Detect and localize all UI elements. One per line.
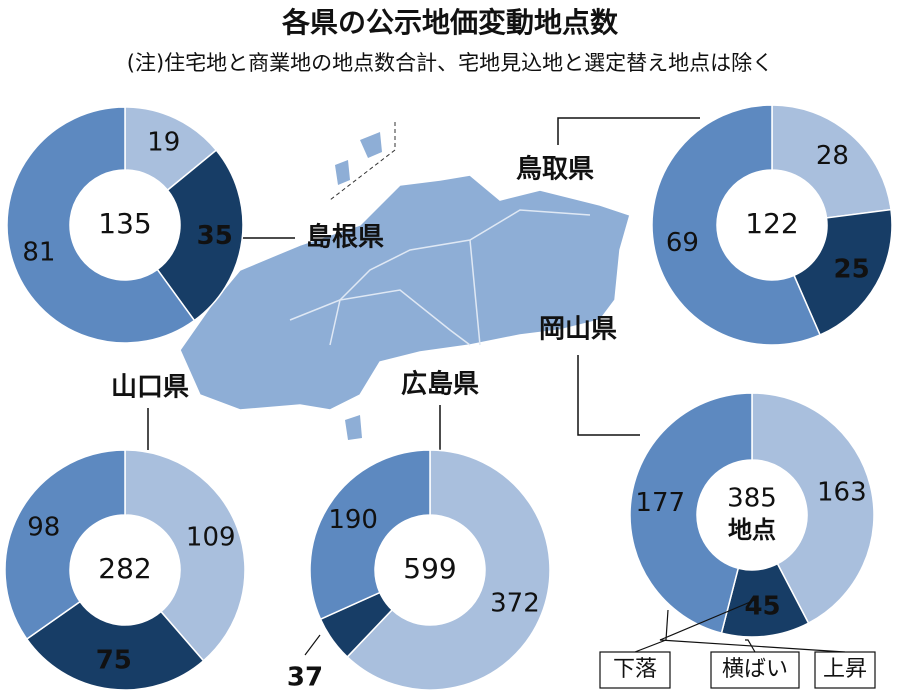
border (469, 239, 481, 346)
donut-hole (717, 170, 827, 280)
value-label: 81 (22, 237, 55, 267)
island (335, 160, 350, 185)
donut-slice (124, 449, 246, 662)
value-label: 109 (186, 523, 236, 553)
map (179, 122, 631, 440)
legend-leader (634, 609, 669, 653)
value-label: 190 (328, 505, 378, 535)
total-label: 122 (745, 207, 798, 240)
prefecture-name: 岡山県 (539, 315, 617, 345)
prefecture-name: 鳥取県 (516, 155, 594, 185)
donut-hole (697, 460, 807, 570)
total-label: 282 (98, 552, 151, 585)
total-label: 599 (403, 552, 456, 585)
title: 各県の公示地価変動地点数 (281, 6, 619, 39)
donut-hole (70, 170, 180, 280)
total-label: 385 (727, 484, 777, 514)
boundary-dash (329, 122, 396, 201)
map-region (179, 174, 631, 411)
value-label: 163 (817, 477, 867, 507)
island (345, 415, 362, 440)
prefecture-name: 島根県 (306, 223, 384, 253)
leader-line (304, 634, 321, 656)
donut-hole (70, 515, 180, 625)
legend-leader (659, 599, 846, 653)
legend-box (710, 651, 800, 689)
value-label: 45 (744, 591, 780, 621)
total-label: 135 (98, 207, 151, 240)
value-label: 177 (635, 488, 685, 518)
legend-box (599, 651, 671, 689)
value-label: 37 (287, 663, 323, 693)
value-label: 98 (27, 512, 60, 542)
legend-label: 下落 (613, 657, 657, 682)
border (329, 289, 471, 346)
legend-label: 上昇 (823, 657, 867, 682)
total-unit: 地点 (728, 516, 776, 544)
value-label: 372 (490, 588, 540, 618)
value-label: 19 (147, 128, 180, 158)
legend-box (814, 651, 876, 689)
donut-hole (375, 515, 485, 625)
island (360, 132, 382, 158)
prefecture-name: 山口県 (111, 373, 189, 403)
value-label: 75 (96, 645, 132, 675)
leader-line (577, 355, 640, 436)
leaders (147, 117, 700, 656)
value-label: 69 (666, 228, 699, 258)
value-label: 28 (816, 141, 849, 171)
value-label: 35 (197, 221, 233, 251)
prefecture-name: 広島県 (401, 369, 479, 400)
legend-label: 横ばい (722, 657, 788, 682)
leader-line (557, 117, 700, 145)
subtitle: (注)住宅地と商業地の地点数合計、宅地見込地と選定替え地点は除く (127, 51, 773, 75)
value-label: 25 (834, 255, 870, 285)
donut-slice (6, 106, 196, 344)
legend-leader (745, 639, 756, 653)
